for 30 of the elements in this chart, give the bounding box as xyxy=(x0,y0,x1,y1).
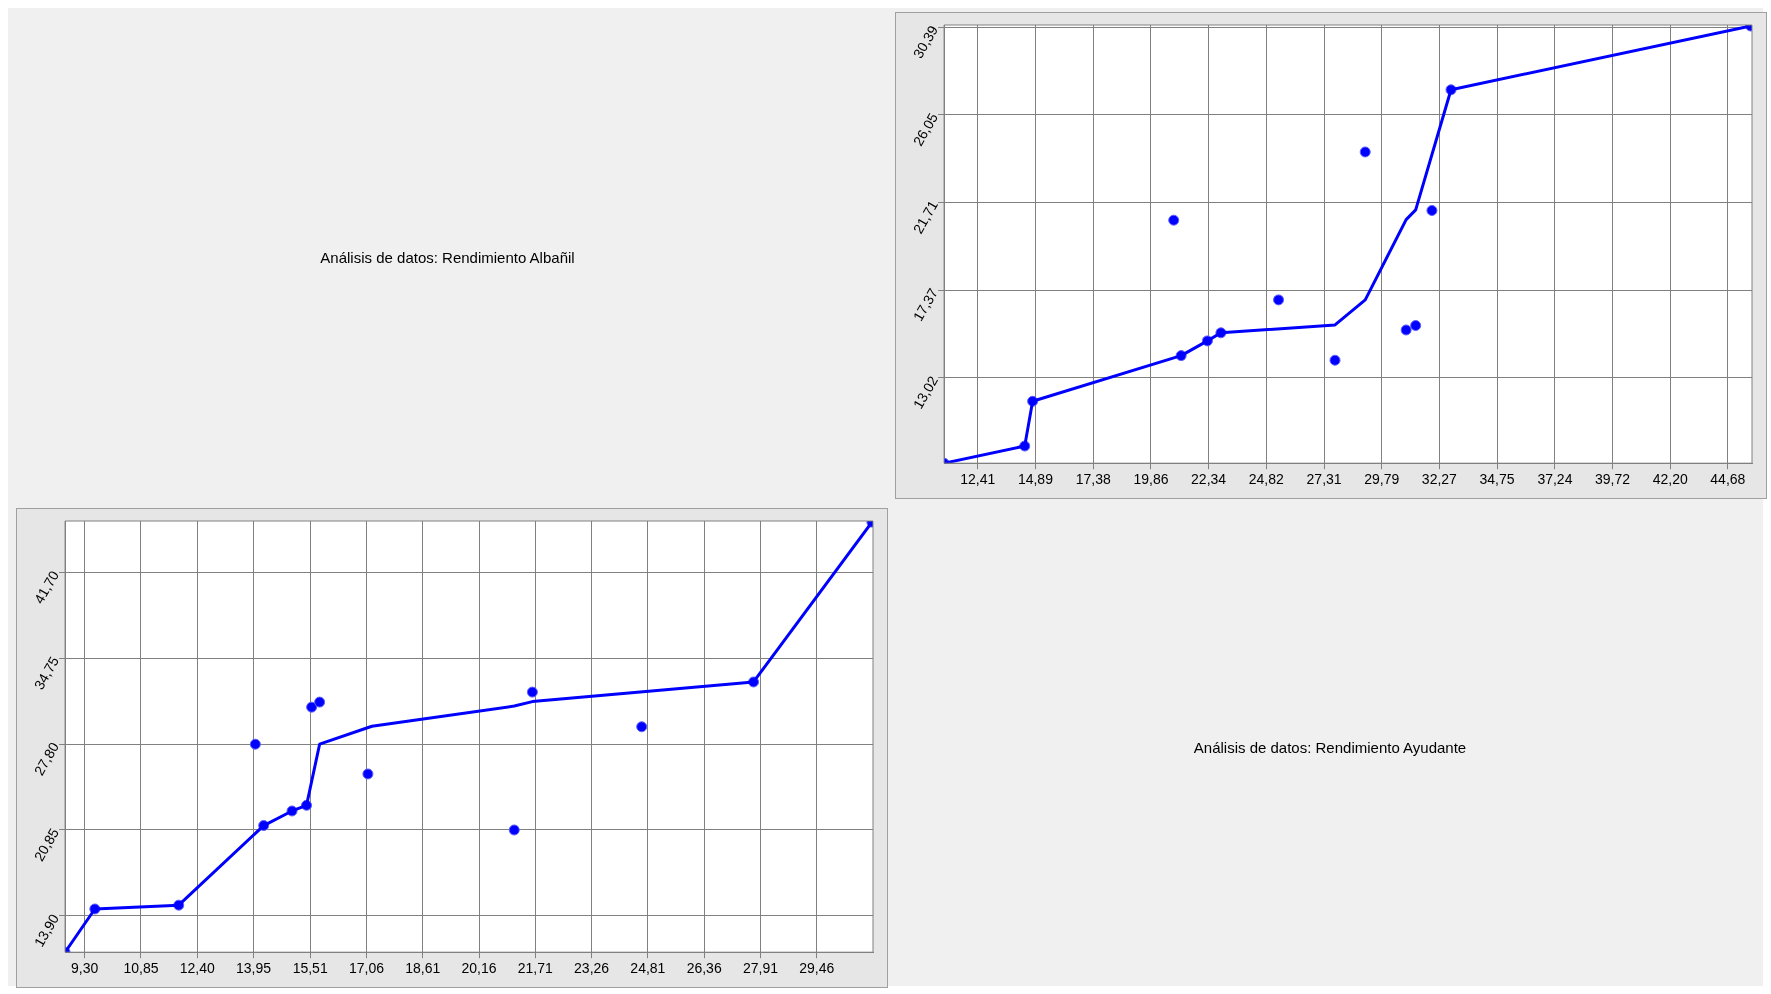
x-tick-label: 18,61 xyxy=(405,960,441,977)
x-tick-label: 15,51 xyxy=(292,960,328,977)
x-tick-label: 20,16 xyxy=(461,960,497,977)
x-tick-label: 17,06 xyxy=(348,960,385,977)
x-tick-label: 24,81 xyxy=(630,960,666,977)
x-tick-label: 44,68 xyxy=(1710,471,1746,488)
x-tick-label: 39,72 xyxy=(1595,471,1631,488)
x-tick-label: 21,71 xyxy=(517,960,554,977)
x-tick-label: 19,86 xyxy=(1133,471,1169,488)
x-tick-label: 17,38 xyxy=(1075,471,1112,488)
x-tick-label: 23,26 xyxy=(574,960,610,977)
x-tick-label: 27,31 xyxy=(1306,471,1342,488)
x-tick-label: 24,82 xyxy=(1248,471,1284,488)
x-tick-label: 37,24 xyxy=(1537,471,1573,488)
text: Análisis de datos: Rendimiento Albañil xyxy=(320,248,575,266)
text: Análisis de datos: Rendimiento Ayudante xyxy=(1193,738,1467,756)
x-tick-label: 14,89 xyxy=(1017,471,1054,488)
x-tick-label: 29,46 xyxy=(799,960,835,977)
x-tick-label: 10,85 xyxy=(123,960,159,977)
x-tick-label: 29,79 xyxy=(1364,471,1400,488)
x-tick-label: 27,91 xyxy=(742,960,779,977)
x-tick-label: 34,75 xyxy=(1479,471,1515,488)
x-tick-label: 9,30 xyxy=(71,960,99,977)
x-tick-label: 13,95 xyxy=(236,960,272,977)
x-tick-label: 12,40 xyxy=(179,960,215,977)
x-tick-label: 26,36 xyxy=(686,960,722,977)
x-tick-label: 32,27 xyxy=(1421,471,1458,488)
x-tick-label: 22,34 xyxy=(1191,471,1227,488)
x-tick-label: 12,41 xyxy=(960,471,996,488)
x-tick-label: 42,20 xyxy=(1652,471,1688,488)
